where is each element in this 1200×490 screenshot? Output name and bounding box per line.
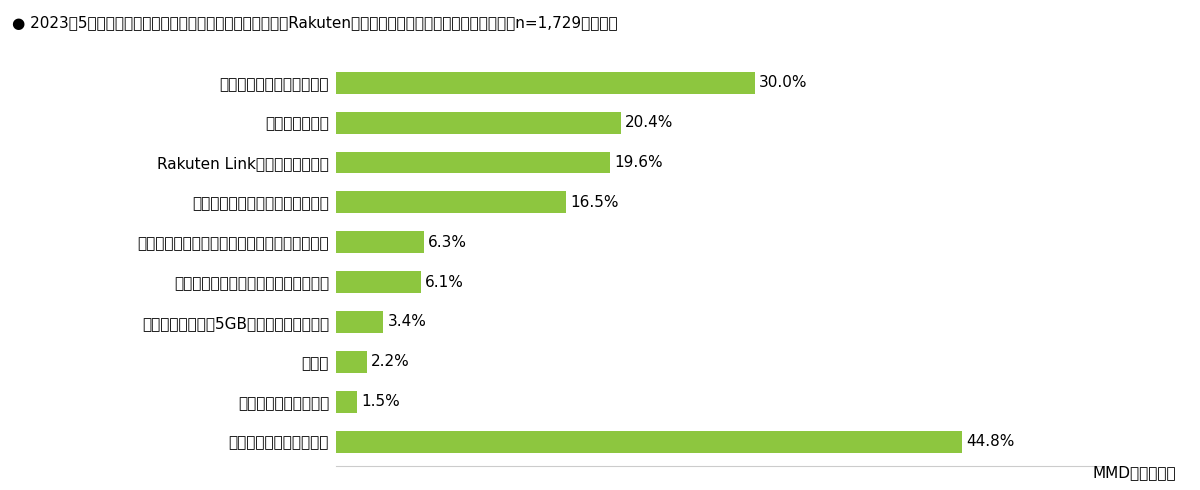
Text: 6.3%: 6.3% <box>428 235 467 250</box>
Text: MMD研究所調べ: MMD研究所調べ <box>1092 465 1176 480</box>
Text: 30.0%: 30.0% <box>760 75 808 90</box>
Text: 2.2%: 2.2% <box>371 354 409 369</box>
Bar <box>336 431 961 453</box>
Text: 16.5%: 16.5% <box>570 195 619 210</box>
Text: 19.6%: 19.6% <box>614 155 662 170</box>
Text: 1.5%: 1.5% <box>361 394 400 409</box>
Bar <box>336 231 424 253</box>
Bar <box>336 391 356 413</box>
Text: 44.8%: 44.8% <box>966 434 1014 449</box>
Text: 6.1%: 6.1% <box>425 274 464 290</box>
Bar <box>336 311 384 333</box>
Bar <box>336 192 566 213</box>
Bar <box>336 271 421 293</box>
Text: ● 2023年5月以前に契約した楽天モバイルメイン利用者の「Rakuten最強プラン」導入前に感じていた不満（n=1,729、複数）: ● 2023年5月以前に契約した楽天モバイルメイン利用者の「Rakuten最強プ… <box>12 15 618 30</box>
Bar <box>336 72 755 94</box>
Text: 20.4%: 20.4% <box>625 115 673 130</box>
Text: 3.4%: 3.4% <box>388 315 426 329</box>
Bar <box>336 151 610 173</box>
Bar <box>336 112 620 134</box>
Bar <box>336 351 367 373</box>
